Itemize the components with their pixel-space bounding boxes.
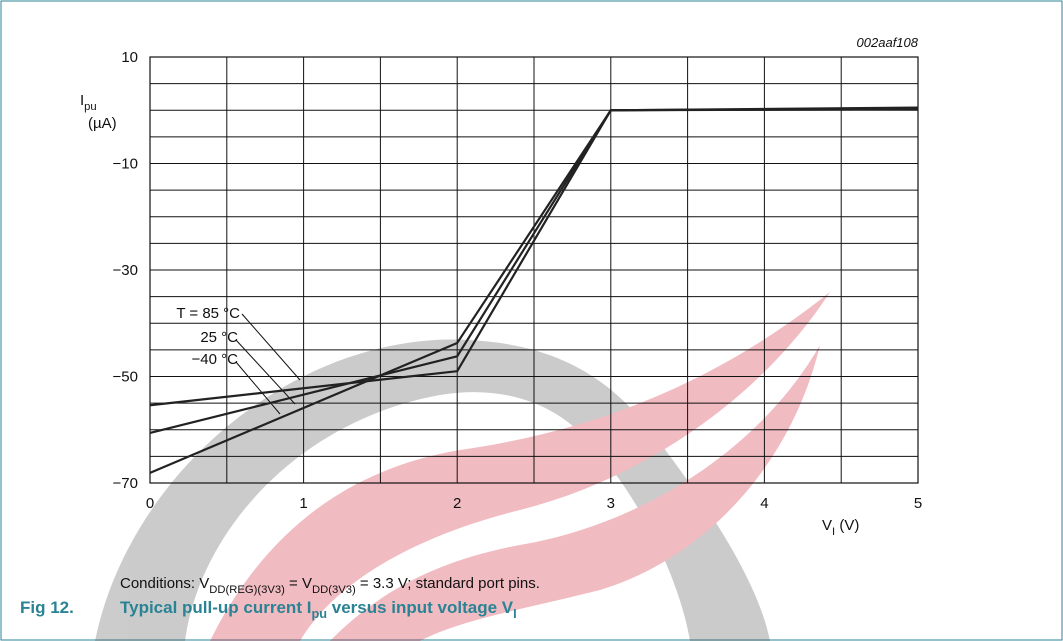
text-part: = V bbox=[285, 575, 312, 592]
y-tick-label: −50 bbox=[113, 369, 138, 386]
x-tick-label: 0 bbox=[146, 495, 154, 512]
y-axis-unit: (µA) bbox=[88, 115, 117, 132]
y-tick-label: −10 bbox=[113, 156, 138, 173]
leader-line bbox=[235, 361, 281, 415]
conditions: Conditions: VDD(REG)(3V3) = VDD(3V3) = 3… bbox=[120, 575, 540, 596]
x-axis-label: VI (V) bbox=[822, 517, 859, 538]
subscript: DD(REG)(3V3) bbox=[209, 584, 285, 596]
figure-code: 002aaf108 bbox=[857, 35, 919, 50]
leader-line bbox=[241, 313, 301, 381]
x-tick-label: 3 bbox=[607, 495, 615, 512]
leader-line bbox=[235, 339, 296, 405]
y-tick-label: −30 bbox=[113, 262, 138, 279]
text-part: = 3.3 V; standard port pins. bbox=[356, 575, 540, 592]
text-part: V bbox=[822, 517, 832, 534]
subscript: pu bbox=[84, 101, 97, 113]
figure-title: Typical pull-up current Ipu versus input… bbox=[120, 598, 517, 621]
figure-label: Fig 12. bbox=[20, 598, 74, 617]
text-part: Typical pull-up current I bbox=[120, 598, 311, 617]
y-axis-label: Ipu bbox=[80, 92, 97, 113]
subscript: I bbox=[832, 526, 835, 538]
text-part: I bbox=[80, 92, 84, 109]
annotation: −40 °C bbox=[192, 351, 239, 368]
text-part: versus input voltage V bbox=[327, 598, 514, 617]
x-tick-label: 5 bbox=[914, 495, 922, 512]
plot-frame bbox=[149, 56, 919, 484]
x-tick-label: 2 bbox=[453, 495, 461, 512]
series-line bbox=[149, 108, 919, 474]
subscript: DD(3V3) bbox=[312, 584, 356, 596]
text-part: (V) bbox=[835, 517, 859, 534]
annotation: 25 °C bbox=[200, 329, 238, 346]
text-part: Conditions: V bbox=[120, 575, 209, 592]
leaders bbox=[235, 313, 301, 415]
y-tick-label: −70 bbox=[113, 475, 138, 492]
subscript: I bbox=[513, 606, 517, 621]
annotation: T = 85 °C bbox=[176, 305, 240, 322]
x-tick-label: 4 bbox=[760, 495, 768, 512]
y-tick-label: 10 bbox=[121, 49, 138, 66]
subscript: pu bbox=[311, 606, 327, 621]
x-tick-label: 1 bbox=[299, 495, 307, 512]
